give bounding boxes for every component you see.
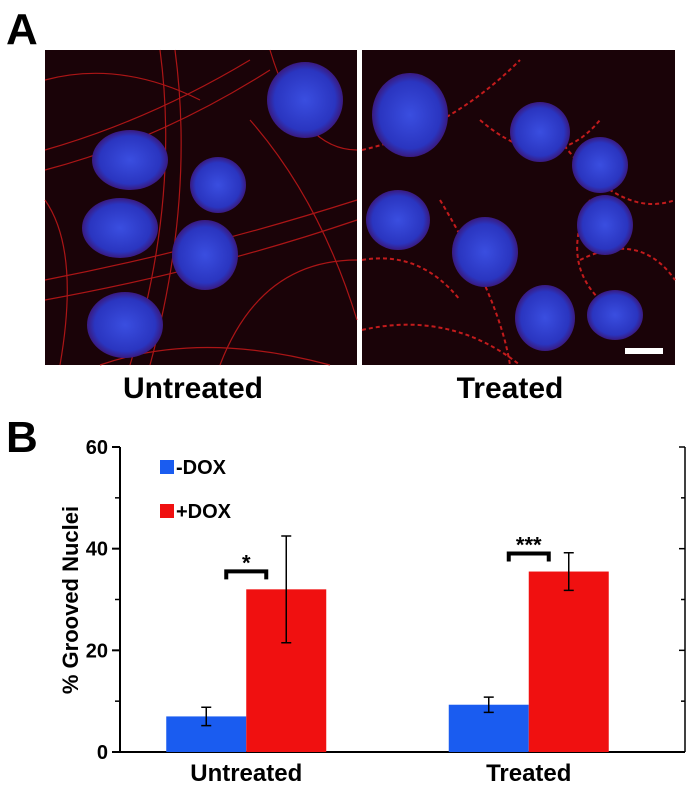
x-tick-label: Untreated bbox=[190, 760, 302, 787]
significance-bracket bbox=[506, 551, 551, 562]
legend-swatch bbox=[160, 504, 174, 518]
significance-bracket bbox=[224, 569, 269, 580]
error-bar bbox=[201, 706, 212, 727]
error-bar bbox=[483, 696, 494, 714]
error-bar bbox=[281, 535, 292, 644]
image-label: Treated bbox=[457, 372, 564, 405]
x-tick-label: Treated bbox=[486, 760, 571, 787]
legend-swatch bbox=[160, 460, 174, 474]
y-tick-label: 20 bbox=[86, 640, 108, 662]
legend-label: -DOX bbox=[176, 457, 227, 479]
significance-label: *** bbox=[516, 533, 542, 558]
panel-label: A bbox=[6, 5, 38, 54]
y-axis-label: % Grooved Nuclei bbox=[58, 506, 83, 694]
panel-label: B bbox=[6, 413, 38, 462]
micrograph-treated bbox=[361, 50, 676, 366]
image-label: Untreated bbox=[123, 372, 263, 405]
error-bar bbox=[563, 551, 574, 592]
significance-label: * bbox=[242, 550, 251, 575]
bar bbox=[528, 571, 609, 752]
micrograph-untreated bbox=[44, 49, 358, 366]
y-tick-label: 40 bbox=[86, 539, 108, 561]
legend-label: +DOX bbox=[176, 501, 232, 523]
y-tick-label: 60 bbox=[86, 437, 108, 459]
y-tick-label: 0 bbox=[97, 742, 108, 764]
